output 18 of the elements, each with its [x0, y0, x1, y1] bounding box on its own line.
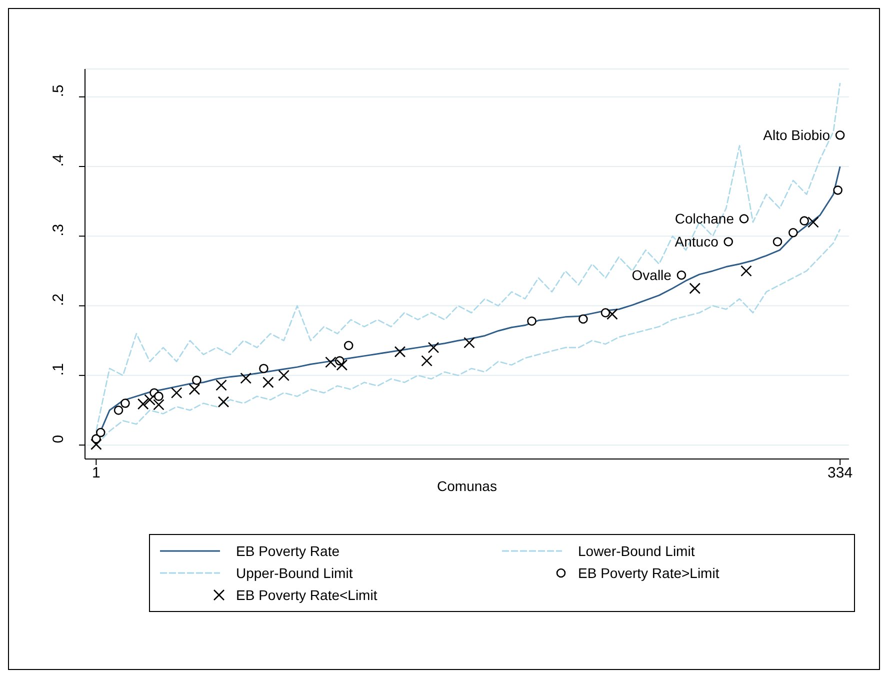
y-tick-label: .2 [50, 294, 67, 306]
x-tick-label: 334 [828, 464, 853, 482]
y-tick-label: .3 [50, 224, 67, 236]
legend-label: EB Poverty Rate>Limit [578, 565, 720, 581]
y-tick-label: 0 [50, 434, 67, 444]
x-axis-title: Comunas [437, 478, 497, 494]
annotation: Ovalle [632, 267, 672, 284]
annotation: Antuco [674, 234, 719, 250]
x-tick-label: 1 [92, 464, 100, 482]
legend-label: EB Poverty Rate [236, 543, 340, 559]
y-tick-label: .5 [50, 84, 67, 98]
y-tick-label: .1 [50, 363, 67, 376]
legend-label: Lower-Bound Limit [578, 543, 695, 559]
annotation: Alto Biobio [763, 127, 830, 144]
legend-label: EB Poverty Rate<Limit [236, 587, 378, 603]
legend-label: Upper-Bound Limit [236, 565, 353, 581]
y-tick-label: .4 [50, 154, 67, 167]
annotation: Colchane [674, 210, 734, 227]
